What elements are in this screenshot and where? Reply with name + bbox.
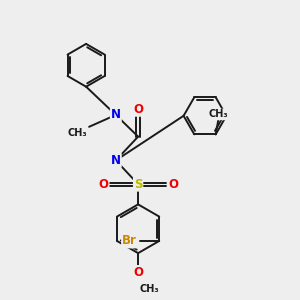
Text: CH₃: CH₃ xyxy=(140,284,159,294)
Text: N: N xyxy=(111,154,121,167)
Text: N: N xyxy=(111,108,121,122)
Text: Br: Br xyxy=(122,235,137,248)
Text: O: O xyxy=(98,178,108,191)
Text: S: S xyxy=(134,178,142,191)
Text: O: O xyxy=(133,103,143,116)
Text: CH₃: CH₃ xyxy=(209,110,229,119)
Text: O: O xyxy=(168,178,178,191)
Text: O: O xyxy=(133,266,143,279)
Text: CH₃: CH₃ xyxy=(68,128,88,138)
